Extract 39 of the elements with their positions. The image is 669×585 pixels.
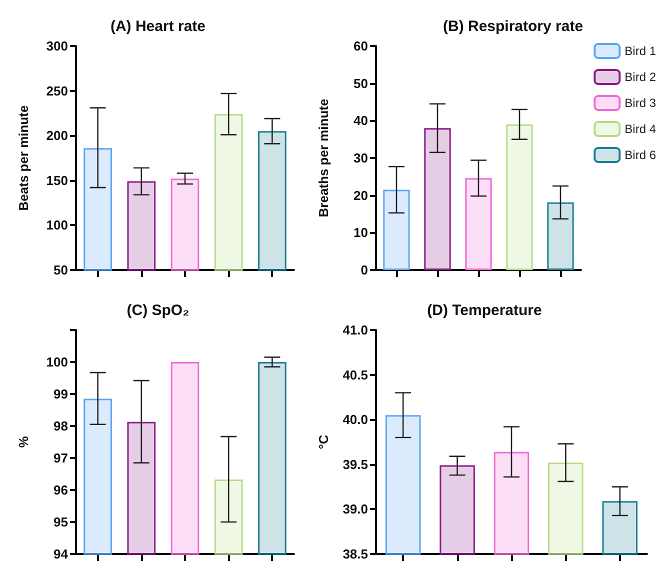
legend-label: Bird 4 — [624, 122, 656, 136]
y-tick-label: 95 — [54, 514, 68, 530]
y-axis-title: Beats per minute — [16, 105, 31, 211]
legend-label: Bird 2 — [624, 70, 656, 84]
y-tick-label: 30 — [354, 150, 368, 166]
y-tick-label: 60 — [354, 38, 368, 54]
y-tick-label: 10 — [354, 225, 368, 240]
y-axis-title: % — [16, 436, 31, 448]
y-tick-label: 41.0 — [342, 322, 368, 338]
y-tick-label: 40 — [354, 113, 368, 128]
chart-title: (C) SpO₂ — [126, 302, 190, 319]
y-tick-label: 99 — [54, 386, 68, 402]
y-axis-title: Breaths per minute — [316, 98, 331, 218]
y-tick-label: 100 — [46, 354, 68, 370]
y-tick-label: 20 — [354, 188, 368, 203]
y-tick-label: 39.0 — [342, 502, 368, 517]
chart-title: (B) Respiratory rate — [443, 18, 584, 35]
legend-label: Bird 3 — [624, 96, 656, 110]
y-tick-label: 39.5 — [342, 456, 368, 472]
y-tick-label: 50 — [54, 262, 68, 278]
y-tick-label: 50 — [354, 76, 368, 91]
chart-title: (D) Temperature — [427, 302, 542, 319]
y-tick-label: 40.0 — [342, 412, 368, 428]
y-tick-label: 94 — [54, 546, 69, 562]
y-tick-label: 250 — [46, 83, 68, 98]
legend-label: Bird 1 — [624, 44, 656, 58]
legend-label: Bird 6 — [624, 148, 656, 162]
y-tick-label: 40.5 — [342, 367, 368, 382]
y-tick-label: 38.5 — [342, 546, 368, 562]
y-tick-label: 98 — [54, 418, 68, 434]
y-tick-label: 150 — [46, 172, 68, 188]
y-axis-title: °C — [316, 434, 331, 450]
y-tick-label: 100 — [46, 218, 68, 233]
y-tick-label: 0 — [360, 262, 368, 278]
y-tick-label: 300 — [46, 38, 68, 54]
chart-title: (A) Heart rate — [110, 18, 206, 35]
y-tick-label: 96 — [54, 482, 68, 498]
y-tick-label: 200 — [46, 128, 68, 144]
y-tick-label: 97 — [54, 450, 68, 466]
